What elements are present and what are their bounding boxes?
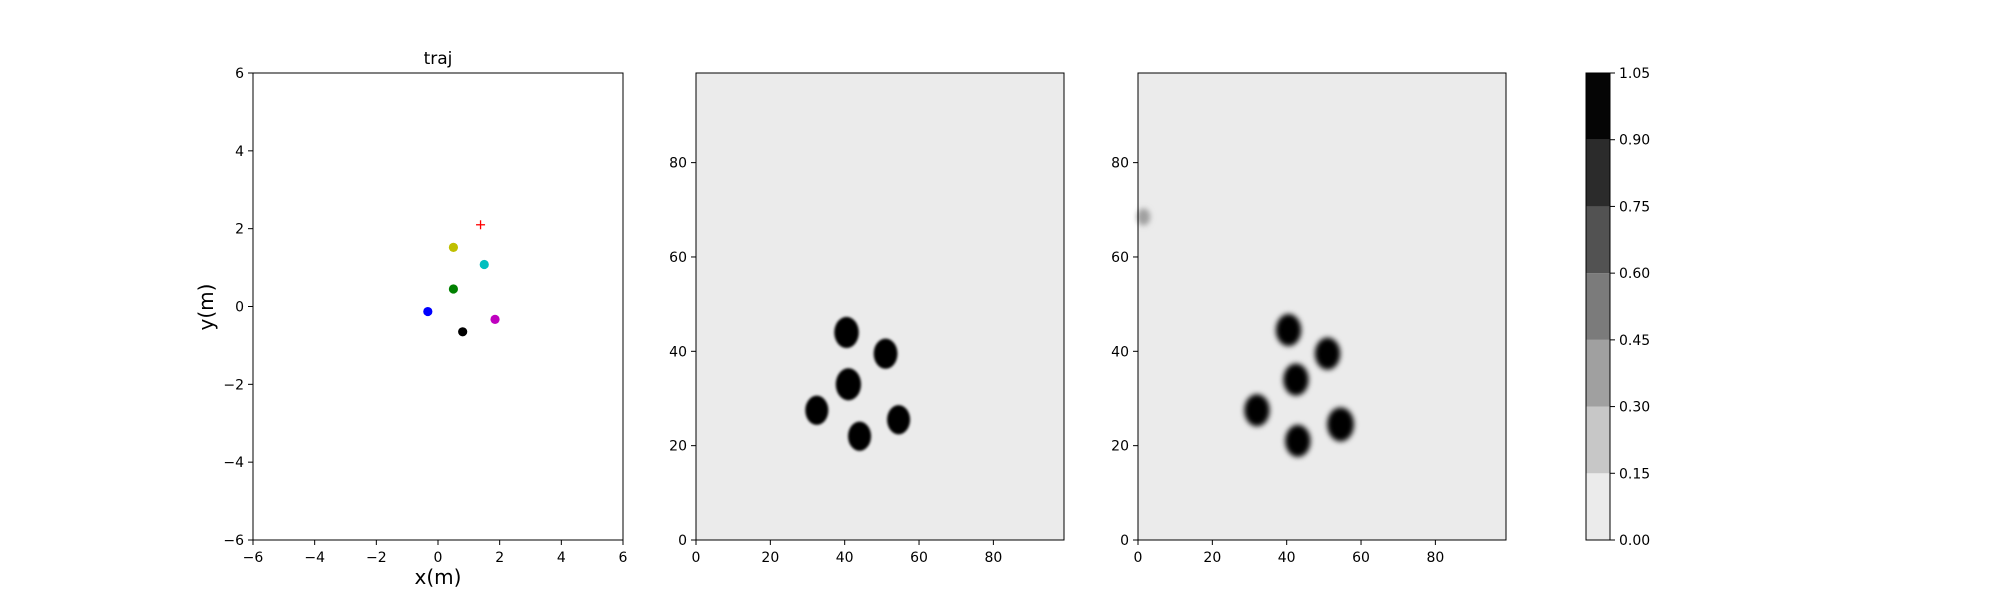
map-2-y-tick-label: 20: [1111, 439, 1129, 455]
colorbar-bands: [1586, 73, 1610, 540]
map-panel-1: 0 20 40 60 80 0 20 40 60 80: [669, 72, 1065, 566]
traj-y-tick-label: 4: [235, 144, 244, 160]
heat-blob: [805, 395, 829, 425]
colorbar-band: [1586, 206, 1610, 274]
heat-blob: [848, 421, 872, 451]
colorbar-tick-label: 0.45: [1619, 333, 1650, 349]
colorbar-tick-label: 0.15: [1619, 466, 1650, 482]
colorbar: 0.00 0.15 0.30 0.45 0.60 0.75 0.90 1.05: [1585, 66, 1650, 549]
map-2-background: [1138, 73, 1506, 540]
traj-y-tick-label: −2: [223, 377, 244, 393]
map-1-blobs: [805, 316, 911, 451]
traj-y-tick-label: −4: [223, 455, 244, 471]
traj-y-tick-label: 0: [235, 300, 244, 316]
traj-x-tick-label: 0: [434, 550, 443, 566]
map-2-x-tick-label: 40: [1278, 550, 1296, 566]
traj-point: [448, 284, 459, 294]
traj-x-tick-label: 6: [619, 550, 628, 566]
heat-blob: [1327, 407, 1354, 442]
map-1-x-tick-label: 60: [910, 550, 928, 566]
traj-y-axis-label: y(m): [194, 284, 218, 331]
map-1-axes-frame: [695, 72, 1065, 541]
traj-x-tick-label: 2: [495, 550, 504, 566]
map-panel-2: 0 20 40 60 80 0 20 40 60 80: [1111, 72, 1507, 566]
colorbar-frame: [1585, 72, 1611, 541]
heat-blob: [873, 338, 898, 369]
traj-x-tick-label: −4: [304, 550, 325, 566]
heat-blob: [1136, 208, 1151, 226]
map-2-x-tick-label: 0: [1134, 550, 1143, 566]
map-1-y-tick-label: 40: [669, 344, 687, 360]
traj-x-tick-label: −6: [243, 550, 264, 566]
map-2-ticks: 0 20 40 60 80 0 20 40 60 80: [1111, 156, 1444, 566]
traj-title: traj: [424, 49, 453, 69]
traj-points: [423, 220, 500, 337]
heat-blob: [887, 405, 911, 435]
traj-ticks: −6 −4 −2 0 2 4 6 −6 −4 −2 0 2 4 6: [223, 66, 627, 566]
map-1-x-tick-label: 80: [984, 550, 1002, 566]
traj-x-axis-label: x(m): [415, 565, 462, 589]
heat-blob: [835, 368, 862, 401]
colorbar-tick-label: 0.75: [1619, 199, 1650, 215]
colorbar-band: [1586, 139, 1610, 207]
heat-blob: [1275, 314, 1302, 347]
traj-point: [448, 242, 459, 252]
map-1-x-tick-label: 0: [692, 550, 701, 566]
traj-panel: traj x(m) y(m) −6 −4 −2 0 2 4 6 −6 −4 −2 0 2 4 6: [194, 49, 628, 589]
map-2-x-tick-label: 20: [1203, 550, 1221, 566]
map-2-y-tick-label: 0: [1120, 533, 1129, 549]
colorbar-tick-label: 0.00: [1619, 533, 1650, 549]
map-1-y-tick-label: 60: [669, 250, 687, 266]
map-1-ticks: 0 20 40 60 80 0 20 40 60 80: [669, 156, 1002, 566]
goal-plus-marker: [476, 220, 486, 230]
map-1-x-tick-label: 40: [836, 550, 854, 566]
heat-blob: [1314, 337, 1341, 370]
map-1-background: [696, 73, 1064, 540]
heat-blob: [1285, 424, 1311, 457]
map-2-blobs: [1136, 208, 1354, 457]
map-2-x-tick-label: 60: [1352, 550, 1370, 566]
colorbar-band: [1586, 73, 1610, 140]
colorbar-band: [1586, 339, 1610, 407]
heat-blob: [834, 316, 859, 349]
map-2-y-tick-label: 40: [1111, 344, 1129, 360]
map-2-y-tick-label: 80: [1111, 156, 1129, 172]
traj-axes-frame: [252, 72, 624, 541]
colorbar-tick-label: 1.05: [1619, 66, 1650, 82]
traj-point: [458, 327, 468, 337]
colorbar-tick-label: 0.90: [1619, 133, 1650, 149]
traj-point: [490, 314, 500, 324]
colorbar-band: [1586, 406, 1610, 474]
colorbar-band: [1586, 273, 1610, 340]
heat-blob: [1244, 394, 1270, 427]
traj-point: [423, 306, 433, 317]
traj-x-tick-label: −2: [366, 550, 387, 566]
traj-point: [479, 259, 489, 270]
traj-y-tick-label: −6: [223, 533, 244, 549]
heat-blob: [1283, 363, 1309, 396]
colorbar-band: [1586, 473, 1610, 540]
map-2-x-tick-label: 80: [1426, 550, 1444, 566]
colorbar-tick-label: 0.30: [1619, 400, 1650, 416]
traj-y-tick-label: 6: [235, 66, 244, 82]
map-1-y-tick-label: 80: [669, 156, 687, 172]
map-2-axes-frame: [1137, 72, 1507, 541]
traj-x-tick-label: 4: [557, 550, 566, 566]
map-2-y-tick-label: 60: [1111, 250, 1129, 266]
map-1-y-tick-label: 0: [678, 533, 687, 549]
colorbar-ticks: 0.00 0.15 0.30 0.45 0.60 0.75 0.90 1.05: [1610, 66, 1650, 549]
map-1-y-tick-label: 20: [669, 439, 687, 455]
map-1-x-tick-label: 20: [761, 550, 779, 566]
colorbar-tick-label: 0.60: [1619, 266, 1650, 282]
traj-y-tick-label: 2: [235, 222, 244, 238]
